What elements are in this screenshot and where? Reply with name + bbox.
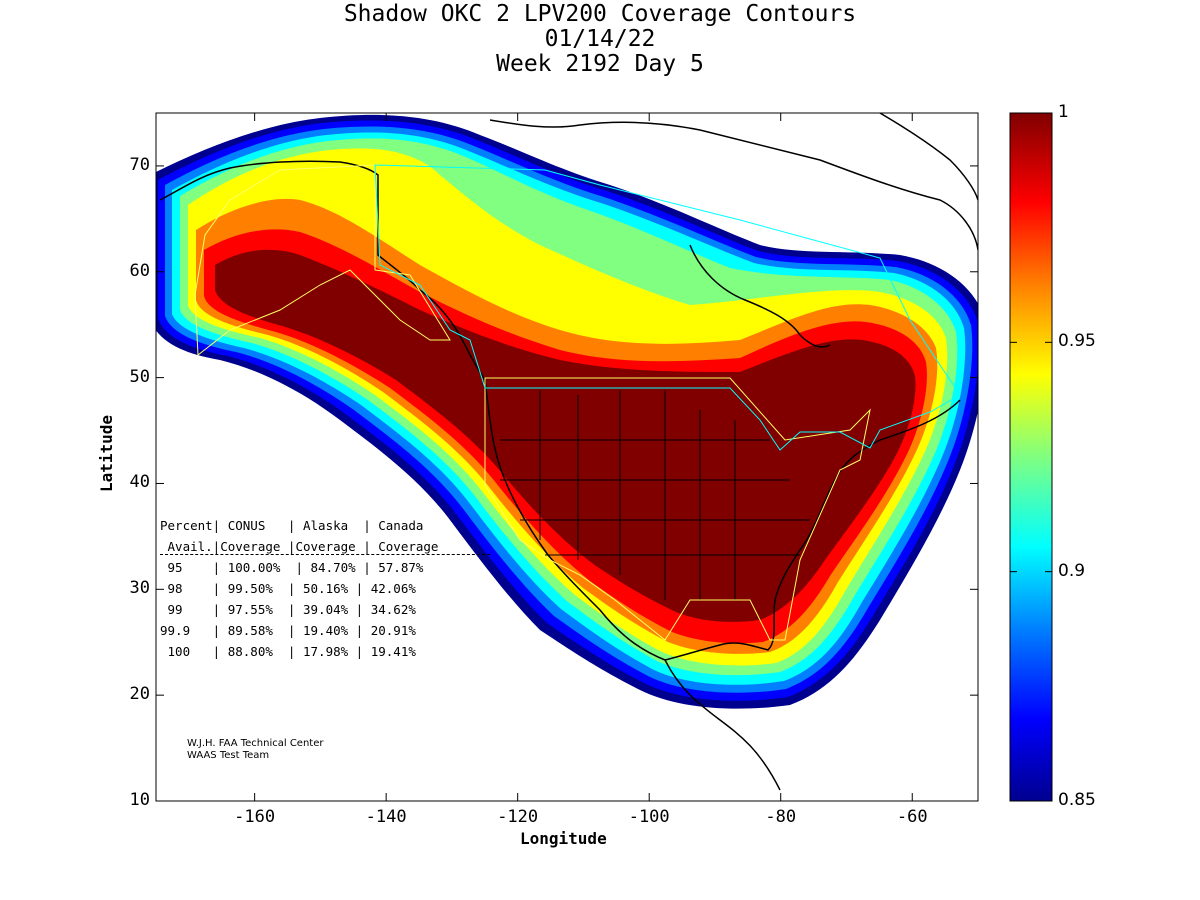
x-tick-label: -80 (765, 807, 797, 827)
colorbar-tick-label: 0.9 (1058, 560, 1086, 581)
y-tick-label: 60 (129, 260, 150, 281)
state-boundaries (500, 390, 810, 600)
y-tick-label: 70 (129, 154, 150, 175)
stats-header-line-1: Percent| CONUS | Alaska | Canada (160, 518, 424, 533)
x-tick-label: -120 (497, 807, 539, 827)
x-tick-label: -160 (234, 807, 276, 827)
stats-row-99: 99 | 97.55% | 39.04% | 34.62% (160, 602, 416, 617)
north-america-east-coast-outline (664, 399, 961, 661)
y-tick-label: 20 (129, 684, 150, 705)
y-axis-title: Latitude (97, 414, 117, 493)
stats-row-95: 95 | 100.00% | 84.70% | 57.87% (160, 560, 424, 575)
alaska-boundary (194, 164, 451, 356)
x-axis-ticks (254, 113, 913, 801)
credit-line-1: W.J.H. FAA Technical Center (187, 738, 324, 749)
hudson-bay-outline (689, 244, 831, 348)
y-tick-label: 10 (129, 790, 150, 810)
colorbar-ticks (1010, 112, 1052, 802)
colorbar-tick-label: 0.95 (1058, 331, 1096, 352)
y-axis-ticks (156, 165, 978, 802)
chart-title-line-3: Week 2192 Day 5 (496, 51, 704, 77)
canada-boundary (374, 164, 961, 451)
contour-band-100 (215, 249, 916, 622)
alaska-coast-outline (159, 160, 486, 381)
stats-row-99-9: 99.9 | 89.58% | 19.40% | 20.91% (160, 623, 416, 638)
y-tick-label: 50 (129, 366, 150, 387)
conus-boundary (484, 377, 871, 641)
region-boundaries (194, 164, 871, 641)
state-lines (500, 390, 810, 600)
arctic-islands-outline (489, 119, 978, 251)
colorbar-tick-label: 1 (1058, 102, 1069, 122)
chart-title-line-2: 01/14/22 (544, 26, 656, 52)
x-tick-label: -60 (896, 807, 928, 827)
credit-line-2: WAAS Test Team (187, 750, 270, 761)
stats-row-98: 98 | 99.50% | 50.16% | 42.06% (160, 581, 416, 596)
stats-row-100: 100 | 88.80% | 17.98% | 19.41% (160, 644, 416, 659)
stats-header-line-2: Avail.|Coverage |Coverage | Coverage (160, 539, 490, 555)
greenland-outline (879, 113, 978, 201)
colorbar-tick-label: 0.85 (1058, 790, 1096, 810)
chart-title-line-1: Shadow OKC 2 LPV200 Coverage Contours (343, 1, 857, 27)
x-tick-label: -100 (628, 807, 670, 827)
y-tick-label: 40 (129, 472, 150, 493)
colorbar (1009, 112, 1053, 802)
coverage-contours (156, 114, 978, 709)
plot-frame (155, 112, 979, 802)
y-tick-label: 30 (129, 578, 150, 599)
x-axis-title: Longitude (520, 829, 607, 848)
x-tick-label: -140 (365, 807, 407, 827)
canada-boundary-line (374, 164, 961, 451)
